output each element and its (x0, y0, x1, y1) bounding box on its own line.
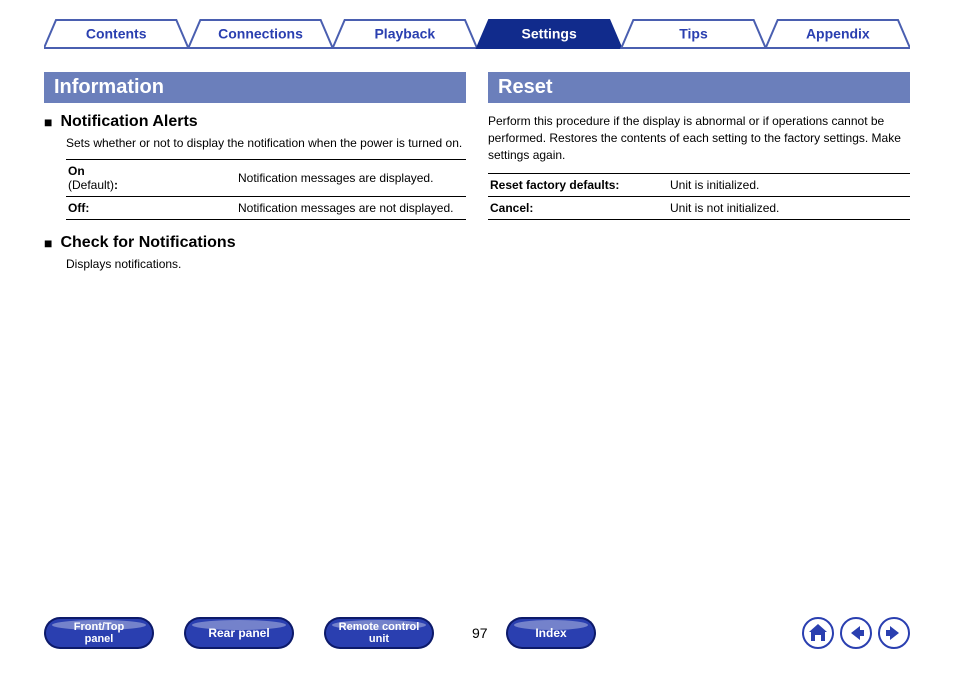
subsection-description: Displays notifications. (44, 256, 466, 272)
index-button[interactable]: Index (506, 617, 596, 649)
option-key: On(Default): (68, 164, 238, 192)
subsection-heading: ■ Notification Alerts (44, 113, 466, 131)
reset-option-row: Reset factory defaults:Unit is initializ… (488, 174, 910, 197)
svg-text:Remote control: Remote control (339, 621, 420, 633)
subsection-heading-text: Check for Notifications (60, 234, 235, 252)
subsection-heading: ■ Check for Notifications (44, 234, 466, 252)
tab-label-settings[interactable]: Settings (522, 26, 577, 42)
content-columns: Information ■ Notification Alerts Sets whe… (44, 72, 910, 286)
page-number: 97 (472, 625, 488, 641)
tab-label-connections[interactable]: Connections (218, 26, 303, 42)
subsection: ■ Notification Alerts Sets whether or not … (44, 113, 466, 220)
option-key: Off: (68, 201, 238, 215)
footer-link-button[interactable]: Rear panel (184, 617, 294, 649)
section-title-reset: Reset (488, 72, 910, 103)
svg-text:unit: unit (369, 633, 389, 645)
reset-option-key: Cancel: (490, 201, 670, 215)
reset-option-value: Unit is not initialized. (670, 201, 908, 215)
reset-option-key: Reset factory defaults: (490, 178, 670, 192)
option-row: Off:Notification messages are not displa… (66, 197, 466, 220)
svg-text:Index: Index (535, 626, 567, 640)
right-column: Reset Perform this procedure if the disp… (488, 72, 910, 286)
subsection-description: Sets whether or not to display the notif… (44, 135, 466, 151)
reset-option-row: Cancel:Unit is not initialized. (488, 197, 910, 220)
prev-page-button[interactable] (840, 617, 872, 649)
next-page-button[interactable] (878, 617, 910, 649)
option-value: Notification messages are not displayed. (238, 201, 464, 215)
options-table: On(Default):Notification messages are di… (66, 159, 466, 220)
tab-label-playback[interactable]: Playback (374, 26, 435, 42)
home-button[interactable] (802, 617, 834, 649)
manual-page: Contents Connections Playback Settings Tips A… (0, 0, 954, 673)
option-value: Notification messages are displayed. (238, 171, 464, 185)
svg-text:Front/Top: Front/Top (74, 621, 125, 633)
option-row: On(Default):Notification messages are di… (66, 160, 466, 197)
reset-option-value: Unit is initialized. (670, 178, 908, 192)
subsection-heading-text: Notification Alerts (60, 113, 197, 131)
square-bullet-icon: ■ (44, 235, 52, 251)
tab-label-contents[interactable]: Contents (86, 26, 147, 42)
section-title-information: Information (44, 72, 466, 103)
footer-bar: Front/Toppanel Rear panel Remote controlun… (44, 615, 910, 651)
tab-navigation: Contents Connections Playback Settings Tips A… (44, 18, 910, 48)
left-column: Information ■ Notification Alerts Sets whe… (44, 72, 466, 286)
tab-label-appendix[interactable]: Appendix (806, 26, 870, 42)
svg-text:Rear panel: Rear panel (208, 626, 269, 640)
footer-link-button[interactable]: Front/Toppanel (44, 617, 154, 649)
tab-label-tips[interactable]: Tips (679, 26, 708, 42)
reset-options-table: Reset factory defaults:Unit is initializ… (488, 173, 910, 220)
footer-link-button[interactable]: Remote controlunit (324, 617, 434, 649)
reset-description: Perform this procedure if the display is… (488, 113, 910, 163)
square-bullet-icon: ■ (44, 114, 52, 130)
svg-text:panel: panel (85, 633, 114, 645)
subsection: ■ Check for Notifications Displays notific… (44, 234, 466, 272)
